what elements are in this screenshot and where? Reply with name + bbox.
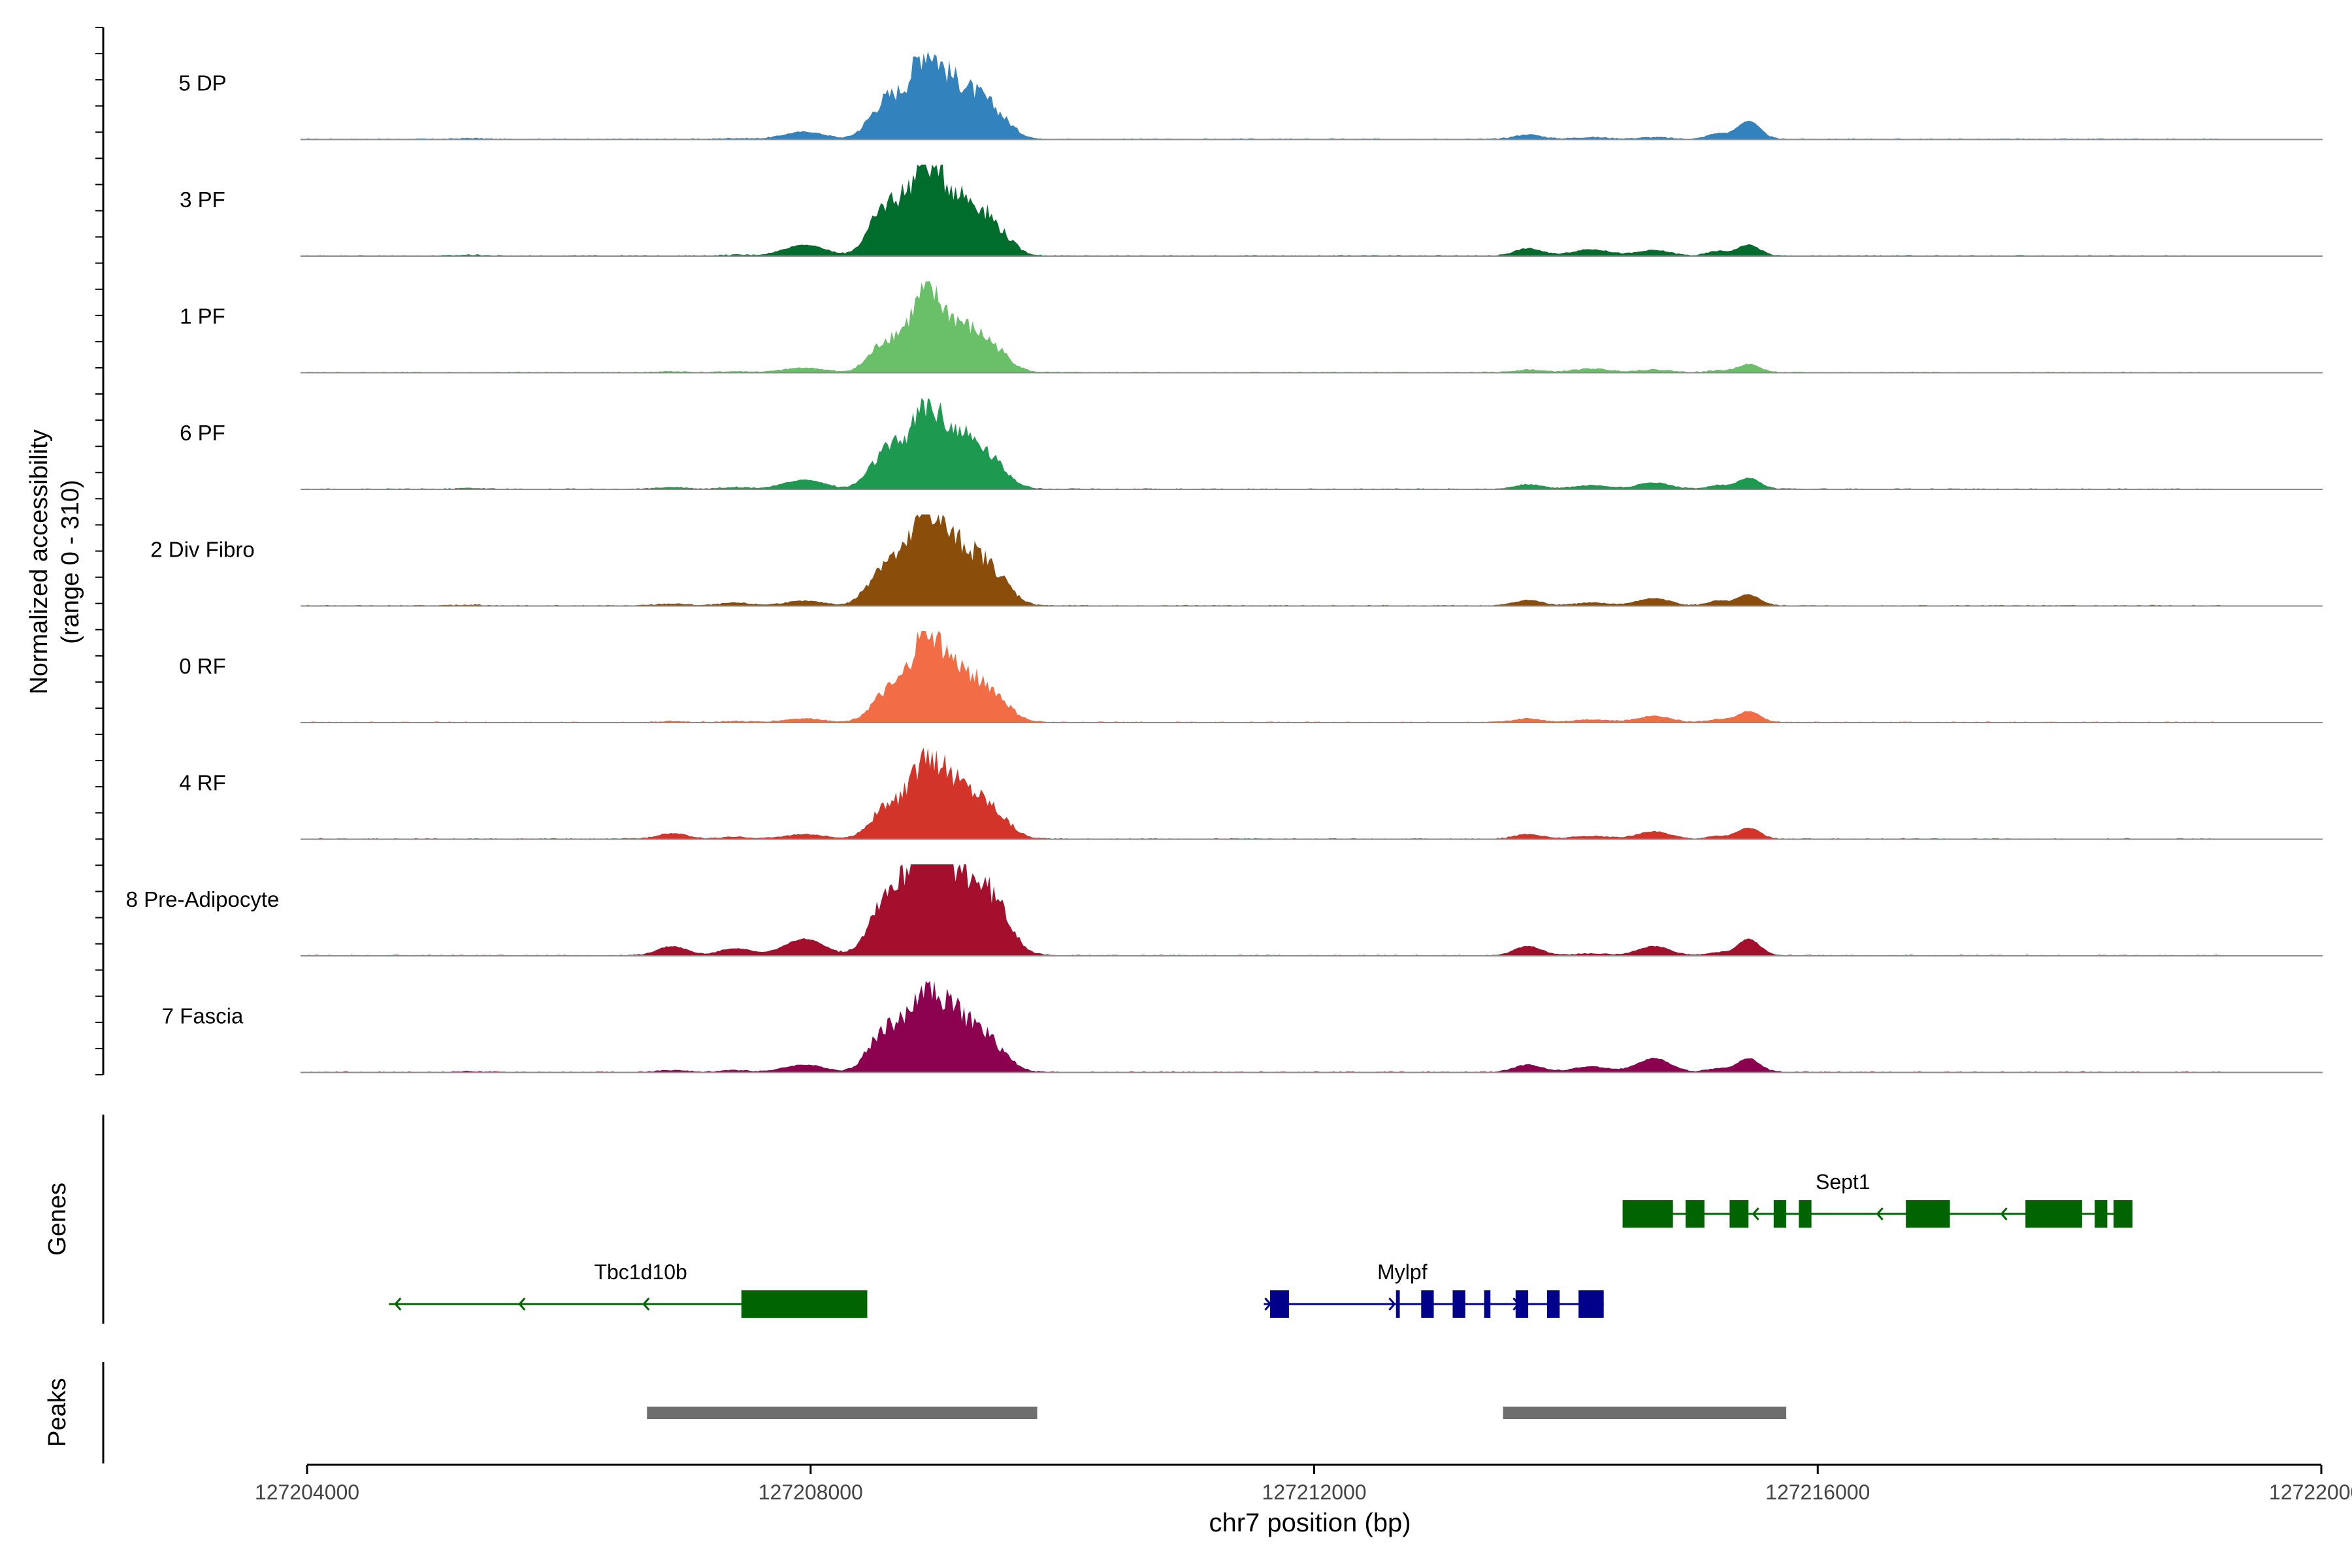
gene-tbc1d10b: Tbc1d10b — [389, 1260, 868, 1318]
gene-name-label: Tbc1d10b — [594, 1260, 687, 1284]
strand-arrow — [1876, 1207, 1884, 1220]
track-label: 5 DP — [178, 71, 226, 95]
x-tick-label: 127212000 — [1262, 1480, 1366, 1504]
coverage-area — [307, 398, 2221, 489]
strand-arrow — [642, 1298, 650, 1311]
gene-exon — [1729, 1200, 1749, 1228]
track-3: 6 PF — [180, 398, 2323, 490]
peak-regions — [647, 1407, 1787, 1419]
peak-region-bar — [1503, 1407, 1787, 1419]
track-label: 4 RF — [179, 771, 226, 795]
peaks-label: Peaks — [44, 1378, 71, 1447]
gene-exon — [1421, 1290, 1434, 1318]
coverage-tracks: 5 DP 3 PF 1 PF 6 PF 2 Div Fibro 0 RF 4 RF 8 Pre… — [126, 51, 2323, 1073]
coverage-area — [307, 981, 2221, 1073]
track-label: 2 Div Fibro — [150, 538, 255, 562]
track-label: 3 PF — [180, 188, 225, 212]
coverage-area — [307, 631, 2221, 723]
strand-arrow — [2000, 1207, 2008, 1220]
y-axis-title: Normalized accessibility — [25, 429, 53, 694]
gene-exon — [1578, 1290, 1604, 1318]
track-label: 6 PF — [180, 421, 225, 445]
x-axis-title: chr7 position (bp) — [1209, 1509, 1411, 1537]
gene-exon — [2025, 1200, 2082, 1228]
peak-region-bar — [647, 1407, 1037, 1419]
genes-label: Genes — [44, 1183, 71, 1256]
coverage-area — [307, 514, 2221, 606]
x-tick-label: 127216000 — [1765, 1480, 1870, 1504]
gene-name-label: Sept1 — [1816, 1170, 1870, 1194]
strand-arrow — [518, 1298, 526, 1311]
strand-arrow — [1752, 1207, 1759, 1220]
gene-exon — [1685, 1200, 1705, 1228]
gene-annotations: Tbc1d10b Mylpf Sept1 — [389, 1170, 2132, 1318]
strand-arrow — [1388, 1298, 1396, 1311]
y-axis-subtitle: (range 0 - 310) — [57, 480, 84, 644]
track-0: 5 DP — [178, 51, 2323, 140]
gene-exon — [1452, 1290, 1465, 1318]
gene-sept1: Sept1 — [1622, 1170, 2132, 1228]
gene-exon — [1484, 1290, 1491, 1318]
gene-exon — [2114, 1200, 2132, 1228]
gene-exon — [1396, 1290, 1400, 1318]
position-x-axis: 127204000 127208000 127212000 127216000 1272… — [255, 1465, 2352, 1504]
track-6: 4 RF — [179, 747, 2323, 840]
accessibility-y-axis — [95, 27, 105, 1075]
x-tick-label: 127220000 — [2269, 1480, 2352, 1504]
gene-exon — [1515, 1290, 1529, 1318]
gene-exon — [1270, 1290, 1289, 1318]
track-8: 7 Fascia — [162, 981, 2323, 1073]
coverage-area — [307, 747, 2221, 840]
gene-mylpf: Mylpf — [1264, 1260, 1604, 1318]
coverage-area — [307, 864, 2221, 956]
gene-name-label: Mylpf — [1377, 1260, 1428, 1284]
gene-exon — [1799, 1200, 1812, 1228]
gene-exon — [741, 1290, 868, 1318]
gene-exon — [1773, 1200, 1787, 1228]
gene-exon — [1546, 1290, 1560, 1318]
strand-arrow — [394, 1298, 402, 1311]
track-7: 8 Pre-Adipocyte — [126, 864, 2323, 956]
x-tick-label: 127208000 — [759, 1480, 863, 1504]
gene-exon — [1906, 1200, 1950, 1228]
coverage-area — [307, 51, 2221, 140]
track-label: 7 Fascia — [162, 1004, 244, 1028]
track-4: 2 Div Fibro — [150, 514, 2323, 607]
track-1: 3 PF — [180, 165, 2323, 257]
track-label: 8 Pre-Adipocyte — [126, 887, 280, 911]
coverage-area — [307, 165, 2221, 256]
track-label: 0 RF — [179, 654, 226, 678]
x-tick-label: 127204000 — [255, 1480, 359, 1504]
coverage-area — [307, 281, 2221, 373]
track-5: 0 RF — [179, 631, 2323, 723]
gene-exon — [1622, 1200, 1673, 1228]
gene-exon — [2095, 1200, 2108, 1228]
track-2: 1 PF — [180, 281, 2323, 374]
track-label: 1 PF — [180, 304, 225, 329]
